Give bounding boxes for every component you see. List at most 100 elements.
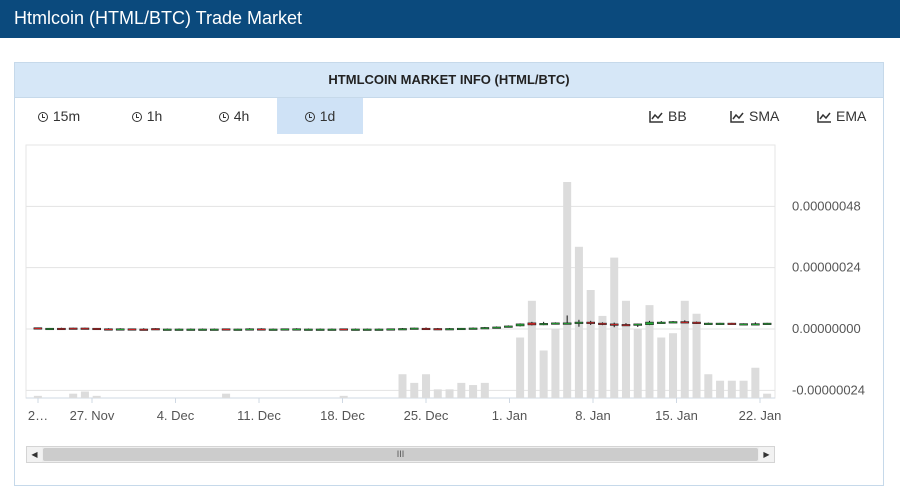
candle-body <box>633 323 643 326</box>
scrollbar-thumb[interactable]: III <box>43 448 758 461</box>
volume-bar <box>92 395 101 398</box>
candle-body <box>621 324 631 327</box>
candle-body <box>33 327 43 330</box>
x-tick-label: 4. Dec <box>157 408 195 423</box>
candle-body <box>186 328 196 331</box>
candle-body <box>727 322 737 325</box>
candle-body <box>315 328 325 331</box>
candle-body <box>292 328 301 331</box>
candle-body <box>598 322 607 325</box>
candle-body <box>139 328 149 331</box>
indicator-ema-button[interactable]: EMA <box>817 98 866 134</box>
volume-bar <box>598 315 607 398</box>
volume-bar <box>33 395 42 398</box>
volume-bar <box>480 382 489 398</box>
candle-body <box>562 322 572 325</box>
timeframe-1d-button[interactable]: 1d <box>277 98 363 134</box>
candle-body <box>704 322 713 325</box>
candle-body <box>539 323 548 326</box>
candle-body <box>715 322 725 325</box>
volume-bar <box>516 337 525 398</box>
indicator-bb-button[interactable]: BB <box>649 98 687 134</box>
line-chart-icon <box>649 111 663 123</box>
candle-body <box>515 323 525 327</box>
candle-body <box>445 328 454 331</box>
candle-body <box>374 328 384 331</box>
x-tick-label: 18. Dec <box>320 408 365 423</box>
candle-body <box>433 328 443 331</box>
y-tick-label: 0.00000024 <box>792 260 861 275</box>
timeframe-4h-button[interactable]: 4h <box>191 98 277 134</box>
candle-body <box>668 321 678 324</box>
volume-bar <box>80 391 89 398</box>
clock-icon <box>304 112 315 122</box>
x-tick-label: 15. Jan <box>655 408 698 423</box>
volume-bar <box>551 328 560 398</box>
x-tick-label: 22. Jan <box>739 408 782 423</box>
volume-bar <box>704 374 713 398</box>
timeframe-label: 1h <box>146 108 163 124</box>
line-chart-icon <box>817 111 831 123</box>
indicator-label: BB <box>668 108 687 124</box>
clock-icon <box>37 112 48 122</box>
candle-body <box>409 327 419 330</box>
candle-body <box>104 328 113 331</box>
timeframe-toolbar: 15m 1h 4h 1d BB SMA EMA <box>15 98 883 134</box>
volume-bar <box>657 337 666 398</box>
volume-bar <box>69 393 78 398</box>
candle-body <box>692 321 701 324</box>
y-tick-label: 0.00000048 <box>792 198 861 213</box>
candle-body <box>127 328 137 331</box>
market-info-panel: HTMLCOIN MARKET INFO (HTML/BTC) 15m 1h 4… <box>14 62 884 486</box>
candle-body <box>268 328 278 331</box>
candle-body <box>421 327 431 331</box>
volume-bar <box>692 313 701 398</box>
line-chart-icon <box>730 111 744 123</box>
candle-body <box>468 327 478 330</box>
candle-body <box>551 322 560 325</box>
candle-body <box>492 326 501 329</box>
scroll-right-button[interactable]: ▶ <box>759 447 774 462</box>
volume-bar <box>739 380 748 398</box>
candle-body <box>304 328 313 331</box>
candle-body <box>115 328 125 331</box>
candle-body <box>504 325 513 328</box>
indicator-label: SMA <box>749 108 780 124</box>
y-tick-label: 0.00000000 <box>792 321 861 336</box>
volume-bar <box>586 290 595 398</box>
candle-body <box>198 328 207 331</box>
x-tick-label: 11. Dec <box>237 408 281 423</box>
volume-bar <box>751 367 760 398</box>
candle-body <box>162 328 172 331</box>
scroll-left-button[interactable]: ◀ <box>27 447 42 462</box>
panel-title: HTMLCOIN MARKET INFO (HTML/BTC) <box>15 63 883 98</box>
volume-bar <box>445 389 454 398</box>
candle-body <box>210 328 219 331</box>
volume-bar <box>633 328 642 398</box>
candle-body <box>527 322 537 326</box>
x-tick-label: 25. Dec <box>404 408 449 423</box>
timeframe-label: 1d <box>319 108 336 124</box>
volume-bar <box>222 393 231 398</box>
timeframe-15m-button[interactable]: 15m <box>15 98 103 134</box>
clock-icon <box>131 112 142 122</box>
volume-bar <box>669 333 678 398</box>
top-bar: Htmlcoin (HTML/BTC) Trade Market <box>0 0 900 38</box>
y-tick-label: -0.00000024 <box>792 382 865 397</box>
indicator-sma-button[interactable]: SMA <box>730 98 779 134</box>
candle-body <box>362 328 372 331</box>
candle-body <box>151 328 160 331</box>
candle-body <box>92 327 101 331</box>
x-tick-label: 2… <box>28 408 48 423</box>
candle-body <box>656 321 666 324</box>
timeframe-1h-button[interactable]: 1h <box>103 98 191 134</box>
candle-body <box>221 328 231 331</box>
candle-body <box>68 327 78 330</box>
candle-body <box>762 322 772 325</box>
volume-bar <box>422 374 431 398</box>
indicator-label: EMA <box>836 108 867 124</box>
page-title: Htmlcoin (HTML/BTC) Trade Market <box>14 8 303 28</box>
x-tick-label: 8. Jan <box>575 408 610 423</box>
volume-bar <box>433 389 442 398</box>
chart-scrollbar[interactable]: ◀ III ▶ <box>26 446 775 463</box>
